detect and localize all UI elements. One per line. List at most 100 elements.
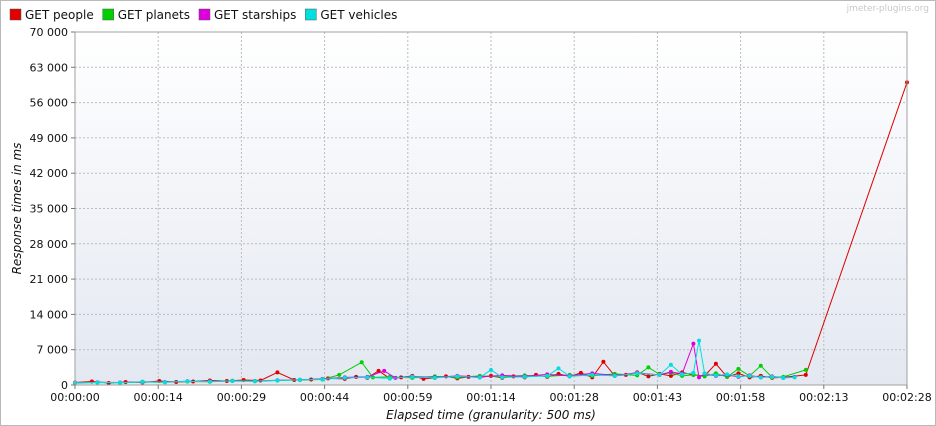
data-point [252,379,257,384]
y-axis-label: Response times in ms [10,143,24,275]
data-point [736,374,741,379]
data-point [578,370,583,375]
data-point [635,371,640,376]
data-point [747,373,752,378]
data-point [736,371,741,376]
data-point [697,375,701,380]
y-tick-label: 0 [61,379,68,392]
data-point [320,377,325,382]
legend-label: GET starships [214,8,296,22]
legend-swatch [9,8,22,21]
data-point [758,363,763,368]
x-tick-label: 00:01:43 [633,391,682,404]
x-tick-label: 00:00:59 [383,391,432,404]
legend-label: GET people [25,8,94,22]
data-point [567,374,572,379]
data-point [359,360,364,365]
y-axis-ticks: 0 7 000 14 000 21 000 28 000 35 000 42 000 49 0… [30,26,75,392]
x-tick-label: 00:00:44 [300,391,349,404]
series-get-vehicles [73,338,797,385]
legend: GET people GET planets GET starships GET ve… [9,8,397,22]
y-tick-label: 14 000 [30,308,69,321]
data-point [342,375,347,380]
data-point [697,338,701,343]
x-tick-label: 00:02:13 [799,391,848,404]
data-point [601,359,606,364]
data-point [736,366,741,371]
data-point [337,372,342,377]
data-point [387,376,392,381]
data-point [781,375,786,380]
data-point [668,369,673,374]
data-point [432,375,437,380]
data-point [680,372,685,377]
data-point [365,375,370,380]
x-tick-label: 00:01:14 [466,391,515,404]
data-point [646,365,651,370]
data-point [489,367,493,372]
watermark: jmeter-plugins.org [846,4,929,14]
y-tick-label: 7 000 [37,344,69,357]
data-point [657,372,662,377]
data-point [95,380,100,385]
data-point [668,373,673,378]
x-tick-label: 00:00:14 [133,391,182,404]
data-point [207,379,212,384]
data-point [297,377,302,382]
data-point [230,378,235,383]
series-lines [73,80,909,385]
legend-swatch [102,8,114,21]
data-point [410,374,415,379]
x-axis-label: Elapsed time (granularity: 500 ms) [386,408,596,422]
data-point [713,361,718,366]
data-point [770,374,775,379]
data-point [275,378,280,383]
y-tick-label: 35 000 [30,203,69,216]
data-point [713,373,718,378]
x-tick-label: 00:02:28 [882,391,931,404]
data-point [691,341,696,346]
y-tick-label: 56 000 [30,97,69,110]
data-point [556,366,561,371]
x-axis-ticks: 00:00:00 00:00:14 00:00:29 00:00:44 00:00:59… [50,385,932,404]
x-tick-label: 00:01:58 [716,391,765,404]
data-point [803,367,808,372]
y-tick-label: 70 000 [30,26,69,39]
data-point [455,374,460,379]
data-point [803,372,808,377]
x-tick-label: 00:00:29 [217,391,266,404]
data-point [612,373,617,378]
data-point [702,371,707,376]
y-tick-label: 21 000 [30,273,69,286]
data-point [691,370,696,375]
legend-label: GET vehicles [320,8,397,22]
data-point [590,372,595,377]
data-point [500,375,505,380]
data-point [792,375,797,380]
data-point [118,380,122,385]
legend-label: GET planets [118,8,190,22]
y-tick-label: 49 000 [30,132,69,145]
y-tick-label: 42 000 [30,167,69,180]
data-point [382,368,387,373]
data-point [725,372,730,377]
data-point [162,380,167,385]
legend-swatch [198,8,211,21]
x-tick-label: 00:00:00 [50,391,99,404]
y-tick-label: 63 000 [30,61,69,74]
data-point [140,379,145,384]
data-point [668,362,673,367]
data-point [185,379,190,384]
data-point [545,373,550,378]
data-point [275,370,280,375]
data-point [646,374,651,379]
data-point [522,374,527,379]
x-tick-label: 00:01:28 [549,391,598,404]
data-point [376,368,381,373]
grid-lines [75,32,907,385]
data-point [477,375,482,380]
legend-swatch [305,8,317,21]
y-tick-label: 28 000 [30,238,69,251]
